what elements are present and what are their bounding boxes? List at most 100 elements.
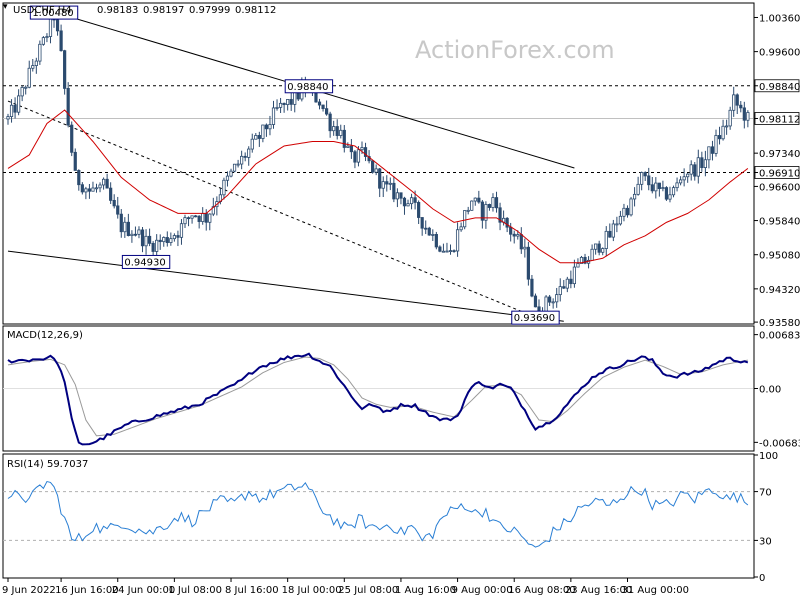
candle-body bbox=[183, 217, 187, 225]
candle-body bbox=[363, 147, 368, 157]
candle-body bbox=[661, 187, 665, 189]
candle-body bbox=[693, 164, 697, 177]
macd-axis: 0.006832 0.00 -0.00683 bbox=[754, 331, 800, 449]
candle-body bbox=[211, 206, 215, 215]
candle-body bbox=[647, 175, 651, 186]
ma-series-line bbox=[7, 109, 749, 264]
symbol-label: USDCHF,H4 bbox=[13, 5, 72, 16]
candle-body bbox=[140, 229, 145, 247]
candle-body bbox=[675, 182, 679, 189]
rsi-tick-label: 70 bbox=[759, 488, 772, 499]
candle-body bbox=[374, 168, 378, 173]
macd-tick-label: -0.00683 bbox=[759, 438, 800, 449]
candle-body bbox=[509, 226, 513, 235]
candle-body bbox=[186, 217, 191, 220]
price-tick-label: 1.00360 bbox=[759, 13, 800, 24]
candle-body bbox=[427, 227, 431, 236]
menu-triangle-icon[interactable]: ▾ bbox=[3, 2, 8, 12]
candle-body bbox=[328, 113, 332, 132]
price-annotations: 1.00480 0.98840 0.94930 0.93690 bbox=[29, 5, 560, 325]
candle-body bbox=[73, 151, 77, 171]
candle-body bbox=[91, 187, 95, 192]
candle-body bbox=[144, 235, 148, 247]
annotation-box bbox=[29, 5, 79, 20]
moving-average bbox=[7, 109, 749, 264]
candle-body bbox=[424, 227, 428, 230]
macd-signal-line bbox=[7, 356, 748, 437]
candle-body bbox=[123, 221, 127, 233]
candle-body bbox=[512, 233, 516, 237]
candle-body bbox=[477, 197, 481, 203]
candle-body bbox=[98, 184, 102, 189]
candle-body bbox=[179, 223, 184, 238]
candle-body bbox=[151, 242, 155, 252]
candle-body bbox=[155, 239, 159, 252]
candle-body bbox=[342, 129, 346, 148]
candle-body bbox=[700, 157, 704, 168]
candle-body bbox=[519, 234, 523, 250]
candle-body bbox=[176, 235, 180, 238]
price-tick-label: 0.94320 bbox=[759, 285, 800, 296]
candle-body bbox=[420, 217, 424, 229]
candle-body bbox=[402, 197, 407, 207]
candle-body bbox=[63, 50, 67, 89]
candle-body bbox=[70, 124, 74, 153]
candle-body bbox=[59, 30, 63, 52]
price-tick-label: 0.98840 bbox=[759, 82, 800, 93]
candle-body bbox=[689, 164, 693, 175]
candle-body bbox=[707, 146, 711, 161]
candle-body bbox=[201, 213, 205, 222]
candle-body bbox=[20, 87, 24, 97]
candle-body bbox=[629, 198, 633, 216]
candle-body bbox=[84, 188, 88, 193]
candle-body bbox=[24, 86, 28, 89]
candle-body bbox=[466, 209, 470, 212]
candle-body bbox=[6, 116, 10, 120]
annotation-box bbox=[511, 310, 560, 325]
candle-body bbox=[441, 250, 446, 253]
candle-body bbox=[278, 102, 283, 108]
candle-body bbox=[696, 157, 700, 177]
candle-body bbox=[80, 184, 84, 193]
price-tick-label: 0.95840 bbox=[759, 217, 800, 228]
candle-body bbox=[190, 215, 194, 219]
time-tick-label: 9 Jun 2022 bbox=[2, 585, 56, 596]
candle-body bbox=[385, 181, 389, 185]
candle-body bbox=[257, 135, 261, 139]
candle-body bbox=[112, 199, 116, 207]
rsi-label: RSI(14) 59.7037 bbox=[7, 459, 88, 470]
candle-body bbox=[431, 234, 435, 236]
candle-body bbox=[356, 149, 361, 163]
time-tick-label: 1 Jul 08:00 bbox=[168, 585, 222, 596]
candle-body bbox=[41, 37, 46, 45]
candle-body bbox=[498, 207, 502, 223]
candle-body bbox=[204, 213, 208, 223]
price-tick-label: 0.93580 bbox=[759, 318, 800, 329]
candle-body bbox=[664, 187, 669, 200]
candle-body bbox=[137, 229, 141, 235]
candle-body bbox=[317, 101, 322, 106]
candle-body bbox=[247, 148, 251, 158]
rsi-tick-label: 30 bbox=[759, 536, 772, 547]
candle-body bbox=[516, 234, 520, 237]
candle-body bbox=[473, 197, 477, 202]
candle-body bbox=[579, 256, 584, 264]
candle-body bbox=[721, 125, 725, 140]
candle-body bbox=[491, 197, 495, 208]
candle-body bbox=[654, 182, 658, 192]
price-tick-label: 0.96910 bbox=[759, 168, 800, 179]
candle-body bbox=[388, 182, 392, 185]
candle-body bbox=[34, 60, 38, 66]
time-tick-label: 1 Aug 16:00 bbox=[395, 585, 456, 596]
candle-body bbox=[77, 170, 81, 186]
candle-body bbox=[27, 67, 31, 88]
candle-body bbox=[523, 246, 527, 250]
candle-body bbox=[55, 19, 60, 32]
candle-body bbox=[615, 223, 619, 226]
candle-body bbox=[17, 95, 21, 113]
candle-body bbox=[533, 295, 538, 308]
candle-body bbox=[282, 102, 286, 106]
candle-body bbox=[243, 155, 247, 158]
candle-body bbox=[583, 256, 587, 264]
candle-body bbox=[158, 239, 162, 243]
